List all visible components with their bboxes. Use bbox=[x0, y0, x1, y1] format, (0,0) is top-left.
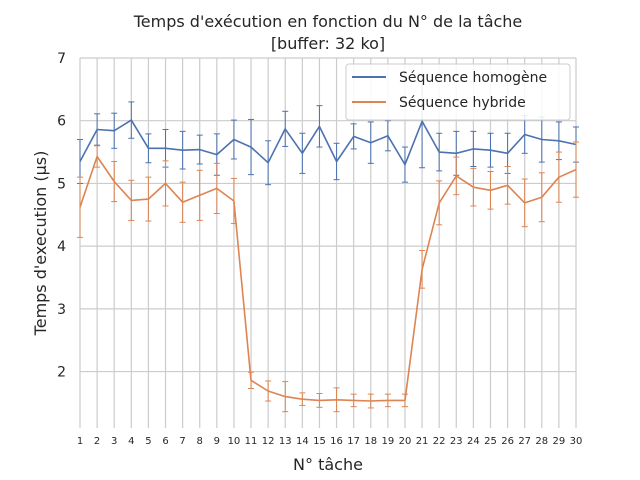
x-tick-label: 11 bbox=[245, 436, 258, 447]
x-tick-label: 25 bbox=[484, 436, 497, 447]
legend: Séquence homogène Séquence hybride bbox=[345, 63, 571, 121]
x-tick-label: 10 bbox=[228, 436, 241, 447]
x-tick-label: 29 bbox=[553, 436, 566, 447]
x-tick-label: 18 bbox=[364, 436, 377, 447]
series-line bbox=[79, 155, 577, 402]
y-axis-label: Temps d'execution (µs) bbox=[31, 151, 50, 337]
x-tick-label: 3 bbox=[111, 436, 117, 447]
x-tick-label: 26 bbox=[501, 436, 514, 447]
x-tick-label: 28 bbox=[535, 436, 548, 447]
series-line bbox=[79, 119, 577, 166]
x-tick-label: 13 bbox=[279, 436, 292, 447]
x-tick-label: 1 bbox=[77, 436, 83, 447]
y-tick-label: 5 bbox=[57, 176, 66, 192]
legend-label-hybride: Séquence hybride bbox=[399, 95, 526, 111]
grid bbox=[79, 57, 577, 428]
chart-title: Temps d'exécution en fonction du N° de l… bbox=[133, 12, 523, 31]
x-tick-label: 5 bbox=[145, 436, 151, 447]
x-tick-labels: 1 2 3 4 5 6 7 8 9 10 11 12 13 14 15 16 17 18 19 20 21 22 23 24 2… bbox=[77, 436, 583, 447]
x-tick-label: 9 bbox=[214, 436, 220, 447]
x-tick-label: 7 bbox=[179, 436, 185, 447]
y-tick-labels: 2 3 4 5 6 7 bbox=[57, 51, 66, 381]
chart-subtitle: [buffer: 32 ko] bbox=[271, 34, 385, 53]
series-layer bbox=[77, 74, 579, 413]
x-tick-label: 30 bbox=[570, 436, 583, 447]
x-axis-label: N° tâche bbox=[293, 455, 363, 474]
x-tick-label: 6 bbox=[162, 436, 168, 447]
x-tick-label: 21 bbox=[416, 436, 429, 447]
x-tick-label: 17 bbox=[347, 436, 360, 447]
x-tick-label: 19 bbox=[381, 436, 394, 447]
x-tick-label: 27 bbox=[518, 436, 531, 447]
x-tick-label: 16 bbox=[330, 436, 343, 447]
x-tick-label: 20 bbox=[399, 436, 412, 447]
x-tick-label: 12 bbox=[262, 436, 275, 447]
x-tick-label: 2 bbox=[94, 436, 100, 447]
x-tick-label: 15 bbox=[313, 436, 326, 447]
x-tick-label: 8 bbox=[197, 436, 203, 447]
x-tick-label: 4 bbox=[128, 436, 134, 447]
x-tick-label: 14 bbox=[296, 436, 309, 447]
legend-label-homogene: Séquence homogène bbox=[399, 70, 547, 86]
y-tick-label: 7 bbox=[57, 51, 66, 67]
y-tick-label: 2 bbox=[57, 365, 66, 381]
legend-box bbox=[345, 63, 571, 121]
x-tick-label: 24 bbox=[467, 436, 480, 447]
series-1 bbox=[77, 141, 579, 413]
x-tick-label: 22 bbox=[433, 436, 446, 447]
x-tick-label: 23 bbox=[450, 436, 463, 447]
y-tick-label: 3 bbox=[57, 302, 66, 318]
y-tick-label: 6 bbox=[57, 114, 66, 130]
y-tick-label: 4 bbox=[57, 239, 66, 255]
